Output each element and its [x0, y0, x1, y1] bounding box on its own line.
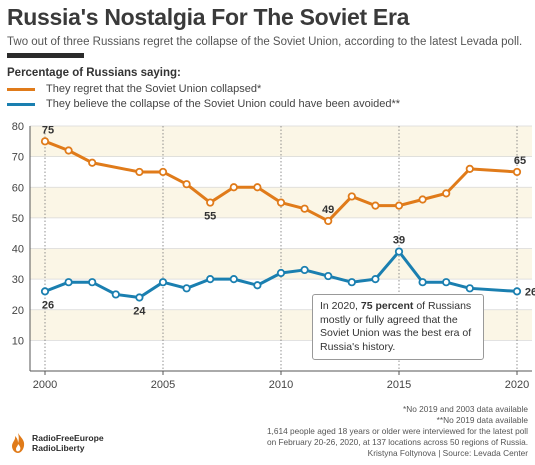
data-label: 39: [393, 235, 405, 247]
data-point-0: [158, 167, 168, 177]
data-point-0: [182, 180, 191, 189]
data-label: 26: [525, 286, 535, 298]
data-point-0: [442, 189, 451, 198]
data-point-0: [88, 158, 97, 167]
y-tick-label: 80: [12, 121, 24, 133]
data-point-0: [253, 183, 262, 192]
annotation-bold: 75 percent: [360, 300, 414, 312]
legend-entry-avoidable: They believe the collapse of the Soviet …: [7, 97, 400, 111]
annotation-suffix: of Russians mostly or fully agreed that …: [320, 300, 472, 353]
data-point-1: [465, 284, 474, 293]
data-label: 55: [204, 211, 216, 223]
data-point-0: [40, 137, 50, 146]
legend-title: Percentage of Russians saying:: [7, 67, 181, 79]
data-point-1: [229, 275, 238, 284]
data-point-0: [276, 198, 286, 207]
data-point-1: [88, 278, 97, 287]
brand-logo: RadioFreeEurope RadioLiberty: [8, 432, 104, 454]
data-point-1: [442, 278, 451, 287]
footnote-line: on February 20-26, 2020, at 137 location…: [266, 437, 528, 447]
data-point-0: [300, 204, 309, 213]
y-tick-label: 50: [12, 213, 24, 225]
data-point-0: [135, 167, 144, 177]
data-point-0: [64, 146, 73, 155]
data-label: 65: [514, 155, 526, 167]
x-tick-label: 2010: [269, 379, 293, 391]
y-tick-label: 70: [12, 152, 24, 164]
brand-line1: RadioFreeEurope: [32, 433, 104, 443]
y-tick-label: 40: [12, 244, 24, 256]
footnote-line: 1,614 people aged 18 years or older were…: [266, 426, 528, 436]
data-point-1: [111, 290, 120, 299]
legend-swatch-blue: [7, 102, 35, 106]
data-point-0: [512, 167, 522, 177]
legend-swatch-orange: [7, 87, 35, 91]
annotation-prefix: In 2020,: [320, 300, 361, 312]
legend-label-regret: They regret that the Soviet Union collap…: [46, 83, 262, 95]
data-point-1: [347, 278, 356, 287]
legend-label-avoidable: They believe the collapse of the Soviet …: [46, 98, 401, 110]
chart-subtitle: Two out of three Russians regret the col…: [7, 36, 523, 48]
data-label: 26: [42, 299, 54, 311]
title-rule: [7, 53, 84, 58]
data-label: 24: [133, 306, 146, 318]
footnote-line: Kristyna Foltynova | Source: Levada Cent…: [367, 448, 528, 458]
y-tick-label: 20: [12, 305, 24, 317]
y-tick-label: 30: [12, 274, 24, 286]
y-tick-label: 60: [12, 182, 24, 194]
footnote-line: **No 2019 data available: [436, 415, 528, 425]
data-point-1: [324, 271, 333, 281]
data-label: 49: [322, 204, 334, 216]
data-point-1: [182, 284, 191, 293]
data-point-1: [40, 287, 50, 296]
data-point-1: [253, 281, 262, 290]
data-point-0: [324, 216, 333, 226]
data-point-1: [158, 278, 168, 287]
x-tick-label: 2000: [33, 379, 57, 391]
data-point-0: [206, 198, 215, 207]
data-point-0: [347, 192, 356, 201]
data-point-1: [64, 278, 73, 287]
data-label: 75: [42, 124, 54, 136]
x-tick-label: 2020: [505, 379, 529, 391]
rfe-rl-flame-logo-icon: [12, 433, 25, 453]
data-point-0: [394, 201, 404, 210]
data-point-1: [135, 293, 144, 302]
data-point-1: [300, 265, 309, 275]
data-point-1: [512, 287, 522, 296]
annotation-box: In 2020, 75 percent of Russians mostly o…: [312, 294, 484, 360]
x-tick-label: 2005: [151, 379, 175, 391]
data-point-1: [276, 268, 286, 278]
data-point-0: [465, 164, 474, 173]
x-tick-label: 2015: [387, 379, 411, 391]
legend-entry-regret: They regret that the Soviet Union collap…: [7, 82, 261, 96]
data-point-1: [394, 247, 404, 256]
data-point-0: [229, 183, 238, 192]
footnote-line: *No 2019 and 2003 data available: [402, 404, 528, 414]
data-point-0: [371, 201, 380, 210]
footnotes: *No 2019 and 2003 data available **No 20…: [267, 404, 528, 459]
data-point-1: [418, 278, 427, 287]
brand-line2: RadioLiberty: [32, 443, 85, 453]
data-point-0: [418, 195, 427, 204]
data-point-1: [371, 275, 380, 284]
chart-title: Russia's Nostalgia For The Soviet Era: [7, 4, 410, 30]
y-tick-label: 10: [12, 335, 24, 347]
data-point-1: [206, 275, 215, 284]
